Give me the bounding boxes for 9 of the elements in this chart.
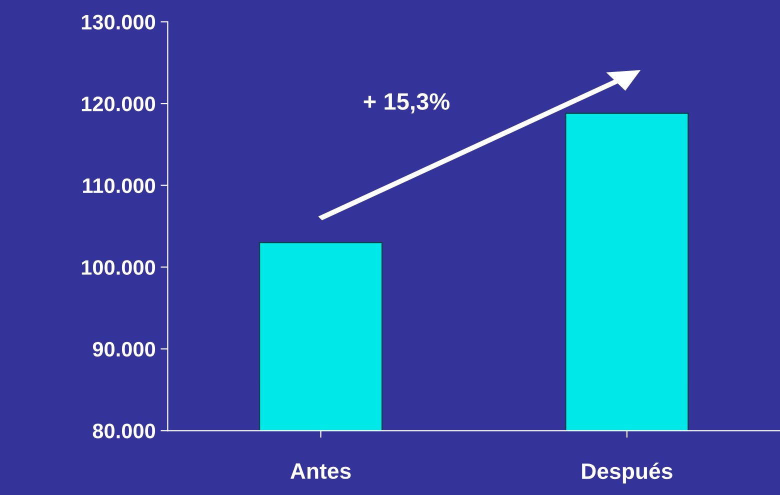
y-tick-label: 120.000 xyxy=(82,96,156,112)
y-tick-label: 130.000 xyxy=(82,14,156,30)
x-tick-label: Antes xyxy=(290,463,351,479)
y-tick-label: 80.000 xyxy=(92,424,156,438)
x-tick-label: Después xyxy=(582,462,672,484)
y-tick-label: 100.000 xyxy=(82,260,156,275)
y-tick-label: 110.000 xyxy=(83,178,156,194)
y-tick-label: 90.000 xyxy=(92,342,156,357)
annotation: + 15,3% xyxy=(364,93,450,114)
